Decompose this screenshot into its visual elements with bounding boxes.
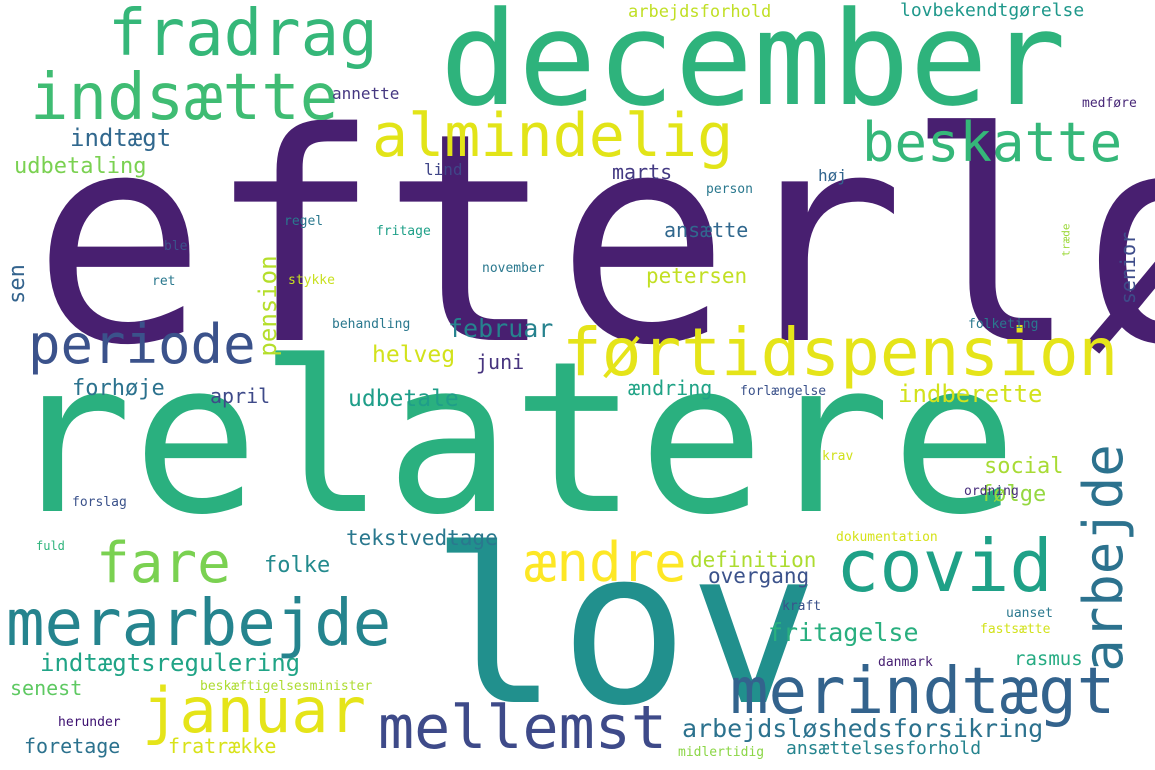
word-indsaette: indsætte [30, 61, 339, 135]
word-indtaegt: indtægt [70, 124, 172, 152]
word-foelge: følge [980, 482, 1047, 507]
word-helveg: helveg [372, 342, 456, 368]
word-tekstvedtage: tekstvedtage [346, 526, 498, 550]
word-dokumentation: dokumentation [836, 530, 938, 545]
word-behandling: behandling [332, 317, 411, 332]
word-periode: periode [28, 313, 256, 376]
word-ansaettelsesforhold: ansættelsesforhold [786, 738, 982, 759]
word-ordning: ordning [964, 484, 1019, 499]
word-forlaengelse: forlængelse [740, 384, 827, 399]
word-almindelig: almindelig [372, 101, 734, 171]
word-annette: annette [332, 84, 400, 103]
word-midlertidig: midlertidig [678, 745, 765, 760]
word-folketing: folketing [968, 317, 1039, 332]
word-traede: træde [1059, 223, 1073, 257]
word-herunder: herunder [58, 715, 121, 730]
word-fradrag: fradrag [108, 0, 378, 71]
word-relatere: relatere [6, 316, 1018, 561]
word-aendre: ændre [524, 531, 687, 594]
word-arbejdsloeshedsforsikring: arbejdsløshedsforsikring [682, 714, 1044, 743]
word-juni: juni [476, 350, 525, 374]
word-indberette: indberette [898, 380, 1043, 408]
word-december: december [440, 0, 1067, 135]
word-ret: ret [152, 274, 176, 289]
word-foretage: foretage [24, 734, 121, 758]
word-november: november [482, 261, 545, 276]
word-senest: senest [10, 676, 83, 700]
word-lovbekendtgoerelse: lovbekendtgørelse [900, 0, 1085, 21]
word-beskaeftigelsesminister: beskæftigelsesminister [200, 679, 373, 694]
word-pension: pension [254, 255, 282, 357]
word-mellemst: mellemst [378, 693, 667, 763]
word-fare: fare [96, 531, 231, 596]
word-folke: folke [264, 553, 331, 578]
word-arbejde: arbejde [1072, 444, 1135, 672]
word-danmark: danmark [878, 655, 933, 670]
word-social: social [984, 454, 1064, 479]
word-efterloen: efterløn [32, 72, 1155, 409]
word-merarbejde: merarbejde [6, 587, 392, 661]
word-merindtaegt: merindtægt [730, 655, 1116, 729]
word-foertidspension: førtidspension [562, 314, 1119, 391]
word-sen: sen [5, 264, 30, 304]
word-fuld: fuld [36, 539, 65, 553]
word-arbejdsforhold: arbejdsforhold [628, 2, 772, 22]
word-kraft: kraft [782, 599, 822, 614]
word-senior: senior [1116, 231, 1140, 305]
word-fritagelse: fritagelse [768, 618, 919, 647]
word-hoej: høj [818, 166, 847, 185]
word-krav: krav [822, 449, 854, 464]
word-forslag: forslag [72, 495, 127, 510]
word-indtaegtsregulering: indtægtsregulering [40, 649, 301, 677]
word-definition: definition [690, 548, 817, 572]
word-petersen: petersen [646, 264, 748, 288]
word-fastsaette: fastsætte [980, 622, 1051, 637]
word-lov: lov [430, 502, 819, 753]
word-regel: regel [284, 214, 324, 229]
word-rasmus: rasmus [1014, 648, 1083, 670]
word-aendring: ændring [628, 376, 713, 400]
word-beskatte: beskatte [862, 111, 1123, 174]
word-fratraekke: fratrække [168, 734, 277, 758]
word-person: person [706, 182, 753, 197]
word-udbetaling: udbetaling [14, 154, 147, 179]
word-ble: ble [164, 239, 188, 254]
word-medfoere: medføre [1082, 96, 1137, 111]
word-covid: covid [836, 524, 1053, 608]
word-fritage: fritage [376, 224, 431, 239]
word-april: april [210, 384, 271, 408]
word-overgang: overgang [708, 564, 810, 588]
word-ansaette: ansætte [664, 218, 749, 242]
word-stykke: stykke [288, 273, 335, 288]
word-uanset: uanset [1006, 606, 1053, 621]
word-februar: februar [448, 314, 554, 343]
word-lind: lind [424, 160, 463, 179]
word-marts: marts [612, 160, 673, 184]
word-januar: januar [142, 674, 366, 747]
word-udbetale: udbetale [348, 386, 459, 412]
word-forhoeje: forhøje [72, 376, 165, 401]
